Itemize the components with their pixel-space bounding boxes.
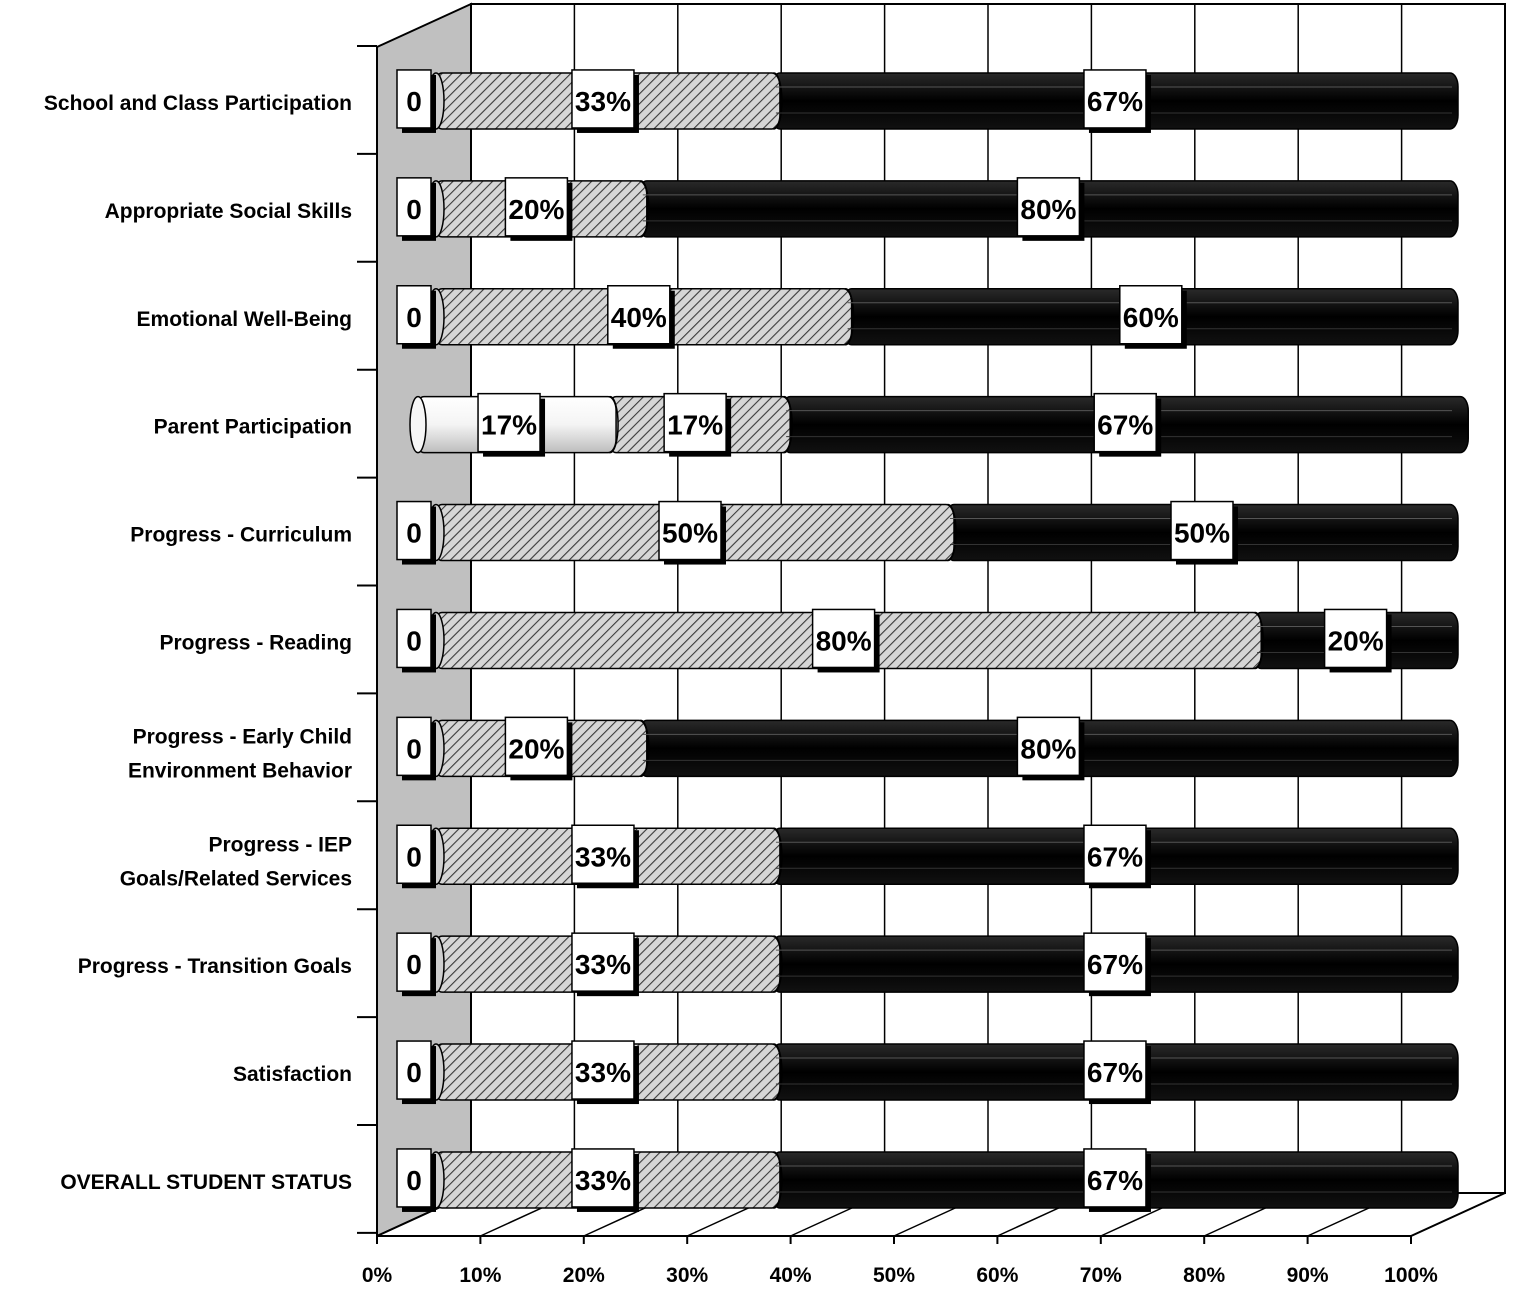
data-label-box — [1083, 69, 1147, 129]
data-label-box — [571, 932, 635, 992]
data-label-hatch-satisfaction: 33% — [575, 1057, 631, 1088]
data-label-dark-progress-transition-goals: 67% — [1087, 949, 1143, 980]
data-label-light-progress-reading: 0 — [406, 625, 422, 656]
data-label-light-satisfaction: 0 — [406, 1057, 422, 1088]
data-label-dark-satisfaction: 67% — [1087, 1057, 1143, 1088]
data-label-hatch-appropriate-social-skills: 20% — [508, 194, 564, 225]
data-label-dark-overall-student-status: 67% — [1087, 1165, 1143, 1196]
category-label-school-and-class-participation: School and Class Participation — [44, 92, 352, 115]
data-label-box — [396, 285, 432, 345]
data-label-box — [663, 392, 727, 453]
category-label-emotional-well-being: Emotional Well-Being — [137, 308, 352, 331]
data-label-hatch-school-and-class-participation: 33% — [575, 86, 631, 117]
data-label-box — [1016, 716, 1081, 777]
data-label-box — [504, 716, 569, 777]
category-label-progress-curriculum: Progress - Curriculum — [130, 524, 352, 547]
data-label-box — [1083, 824, 1147, 884]
data-label-light-overall-student-status: 0 — [406, 1165, 422, 1196]
category-axis: School and Class Participation Appropriat… — [44, 45, 377, 1234]
data-label-dark-progress-reading: 20% — [1328, 625, 1384, 656]
data-label-hatch-emotional-well-being: 40% — [611, 302, 667, 333]
x-tick-label: 30% — [666, 1264, 708, 1287]
data-label-box — [1016, 177, 1081, 237]
data-label-light-appropriate-social-skills: 0 — [406, 194, 422, 225]
category-label-progress-early-child-environment-behavior: Progress - Early Child Environment Behavi… — [128, 725, 352, 782]
data-label-hatch-progress-iep-goals-related-services: 33% — [575, 841, 631, 872]
data-labels: 0 33% 67% 0 20% 80% 0 40% 60% 17% 17% 67% 0 50% 50% 0 80… — [396, 69, 1392, 1212]
data-label-hatch-overall-student-status: 33% — [575, 1165, 631, 1196]
x-tick-label: 80% — [1183, 1264, 1225, 1287]
data-label-light-progress-early-child-environment-behavior: 0 — [406, 733, 422, 764]
data-label-dark-emotional-well-being: 60% — [1123, 302, 1179, 333]
x-axis: 0% 10% 20% 30% 40% 50% 60% 70% 80% 90% 100% — [362, 1235, 1438, 1287]
data-label-dark-progress-curriculum: 50% — [1174, 518, 1230, 549]
data-label-dark-progress-early-child-environment-behavior: 80% — [1020, 733, 1076, 764]
data-label-box — [477, 392, 541, 453]
data-label-hatch-progress-early-child-environment-behavior: 20% — [508, 733, 564, 764]
data-label-box — [607, 285, 671, 345]
bar-cap-light — [409, 395, 427, 454]
category-label-progress-transition-goals: Progress - Transition Goals — [78, 955, 352, 978]
x-tick-label: 100% — [1384, 1264, 1438, 1287]
data-label-box — [1119, 285, 1183, 345]
data-label-box — [396, 69, 432, 129]
category-label-progress-iep-goals-related-services: Progress - IEP Goals/Related Services — [120, 833, 352, 890]
x-tick-label: 50% — [873, 1264, 915, 1287]
x-tick-label: 40% — [770, 1264, 812, 1287]
data-label-hatch-progress-transition-goals: 33% — [575, 949, 631, 980]
x-tick-label: 20% — [563, 1264, 605, 1287]
category-label-overall-student-status: OVERALL STUDENT STATUS — [60, 1171, 352, 1194]
data-label-box — [571, 1040, 635, 1100]
x-tick-label: 0% — [362, 1264, 393, 1287]
floor-gridline — [1410, 1192, 1506, 1237]
data-label-box — [1083, 932, 1147, 992]
category-label-appropriate-social-skills: Appropriate Social Skills — [105, 200, 352, 223]
data-label-box — [658, 500, 722, 561]
data-label-box — [571, 69, 635, 129]
data-label-box — [396, 716, 432, 777]
data-label-box — [811, 608, 876, 669]
data-label-box — [396, 932, 432, 992]
data-label-box — [1083, 1040, 1147, 1100]
data-label-box — [396, 177, 432, 237]
data-label-light-emotional-well-being: 0 — [406, 302, 422, 333]
data-label-box — [396, 1148, 432, 1208]
bar-series — [409, 72, 1469, 1209]
category-label-progress-reading: Progress - Reading — [159, 631, 352, 654]
data-label-box — [504, 177, 569, 237]
data-label-box — [396, 500, 432, 561]
data-label-box — [1083, 1148, 1147, 1208]
data-label-light-parent-participation: 17% — [481, 410, 537, 441]
data-label-box — [1093, 392, 1157, 453]
data-label-box — [396, 1040, 432, 1100]
data-label-box — [1170, 500, 1234, 561]
data-label-light-school-and-class-participation: 0 — [406, 86, 422, 117]
category-label-parent-participation: Parent Participation — [154, 416, 352, 439]
data-label-box — [396, 824, 432, 884]
data-label-dark-parent-participation: 67% — [1097, 410, 1153, 441]
x-tick-label: 10% — [459, 1264, 501, 1287]
data-label-box — [396, 608, 432, 669]
x-tick-label: 70% — [1080, 1264, 1122, 1287]
x-tick-label: 60% — [976, 1264, 1018, 1287]
x-tick-label: 90% — [1287, 1264, 1329, 1287]
data-label-dark-progress-iep-goals-related-services: 67% — [1087, 841, 1143, 872]
data-label-box — [1323, 608, 1388, 669]
data-label-light-progress-transition-goals: 0 — [406, 949, 422, 980]
data-label-light-progress-iep-goals-related-services: 0 — [406, 841, 422, 872]
data-label-hatch-progress-curriculum: 50% — [662, 518, 718, 549]
data-label-box — [571, 824, 635, 884]
category-label-satisfaction: Satisfaction — [233, 1063, 352, 1086]
data-label-hatch-parent-participation: 17% — [667, 410, 723, 441]
data-label-dark-appropriate-social-skills: 80% — [1020, 194, 1076, 225]
data-label-box — [571, 1148, 635, 1208]
data-label-light-progress-curriculum: 0 — [406, 518, 422, 549]
data-label-dark-school-and-class-participation: 67% — [1087, 86, 1143, 117]
data-label-hatch-progress-reading: 80% — [816, 625, 872, 656]
